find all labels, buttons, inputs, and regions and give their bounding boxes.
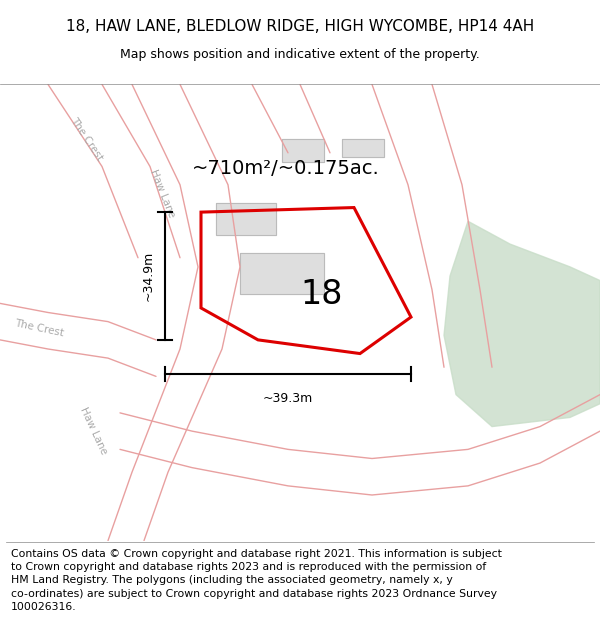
Polygon shape (216, 203, 276, 235)
Text: 18: 18 (301, 278, 343, 311)
Text: ~710m²/~0.175ac.: ~710m²/~0.175ac. (192, 159, 380, 178)
Text: The Crest: The Crest (69, 116, 105, 162)
Polygon shape (240, 253, 324, 294)
Text: The Crest: The Crest (14, 318, 64, 339)
Polygon shape (282, 139, 324, 162)
Text: ~39.3m: ~39.3m (263, 392, 313, 406)
Text: Haw Lane: Haw Lane (148, 168, 176, 219)
Text: 18, HAW LANE, BLEDLOW RIDGE, HIGH WYCOMBE, HP14 4AH: 18, HAW LANE, BLEDLOW RIDGE, HIGH WYCOMB… (66, 19, 534, 34)
Text: ~34.9m: ~34.9m (141, 251, 154, 301)
Text: Map shows position and indicative extent of the property.: Map shows position and indicative extent… (120, 48, 480, 61)
Polygon shape (444, 221, 600, 426)
Text: Haw Lane: Haw Lane (77, 406, 109, 456)
Polygon shape (342, 139, 384, 158)
Text: Contains OS data © Crown copyright and database right 2021. This information is : Contains OS data © Crown copyright and d… (11, 549, 502, 612)
